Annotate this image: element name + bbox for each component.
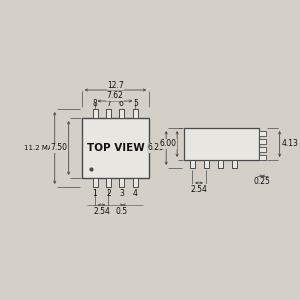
Bar <box>232 160 237 168</box>
Text: TOP VIEW: TOP VIEW <box>87 143 144 153</box>
Bar <box>259 147 266 152</box>
Text: 12.7: 12.7 <box>107 80 124 89</box>
Bar <box>133 109 138 118</box>
Bar <box>259 155 266 160</box>
Bar <box>218 160 223 168</box>
Text: 2: 2 <box>106 190 111 199</box>
Bar <box>92 178 98 187</box>
Text: 6.00: 6.00 <box>160 140 177 148</box>
Text: 0.5: 0.5 <box>115 206 128 215</box>
Text: 4.13: 4.13 <box>281 140 298 148</box>
Text: 5: 5 <box>133 98 138 107</box>
Text: 6: 6 <box>119 98 124 107</box>
Text: 7.62: 7.62 <box>106 92 123 100</box>
Text: 0.25: 0.25 <box>254 178 271 187</box>
Bar <box>92 109 98 118</box>
Text: 2.54: 2.54 <box>190 184 208 194</box>
Bar <box>106 178 112 187</box>
Text: 11.2 MAX: 11.2 MAX <box>24 145 58 151</box>
Text: 2.54: 2.54 <box>93 206 110 215</box>
Bar <box>106 109 112 118</box>
Text: 8: 8 <box>92 98 97 107</box>
Bar <box>119 178 124 187</box>
Bar <box>119 109 124 118</box>
Text: 3: 3 <box>119 190 124 199</box>
Text: 7.50: 7.50 <box>50 143 67 152</box>
Text: 1: 1 <box>92 190 97 199</box>
Bar <box>190 160 195 168</box>
Bar <box>82 118 149 178</box>
Bar <box>133 178 138 187</box>
Text: 6.25: 6.25 <box>148 143 165 152</box>
Text: 4: 4 <box>133 190 138 199</box>
Text: 7: 7 <box>106 98 111 107</box>
Bar <box>184 128 259 160</box>
Bar <box>259 131 266 136</box>
Bar <box>204 160 209 168</box>
Bar <box>259 139 266 144</box>
